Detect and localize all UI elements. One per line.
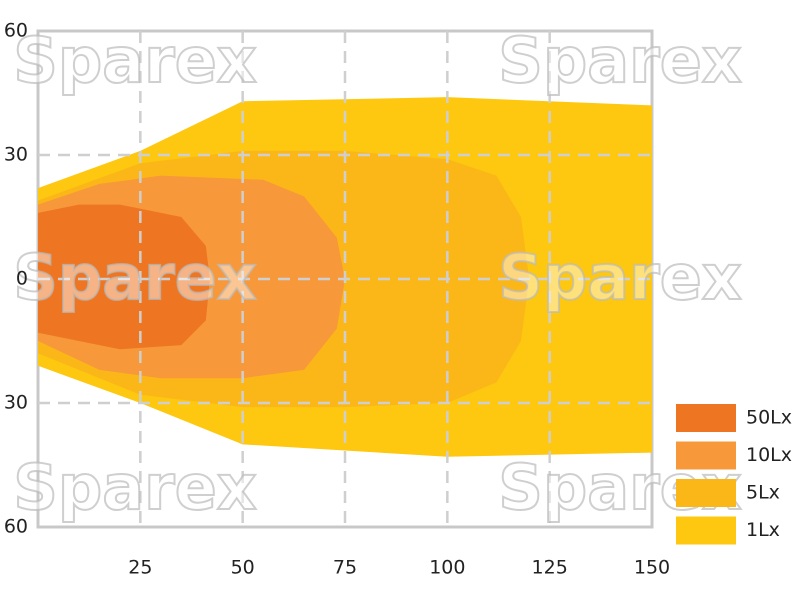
legend-swatch bbox=[676, 479, 736, 507]
legend-swatch bbox=[676, 441, 736, 470]
isolux-area bbox=[38, 204, 210, 350]
y-tick-label: 30 bbox=[4, 144, 28, 166]
watermark: Sparex bbox=[13, 24, 257, 97]
watermark: Sparex bbox=[13, 241, 257, 314]
y-tick-label: 60 bbox=[4, 20, 28, 42]
grid bbox=[38, 31, 652, 527]
legend-label: 1Lx bbox=[746, 519, 780, 541]
legend-swatch bbox=[676, 516, 736, 545]
legend-label: 50Lx bbox=[746, 407, 792, 429]
legend: 50Lx 10Lx 5Lx 1Lx bbox=[676, 404, 792, 545]
x-tick-label: 150 bbox=[634, 557, 670, 579]
x-tick-label: 100 bbox=[429, 557, 465, 579]
watermark: Sparex bbox=[13, 451, 257, 524]
x-tick-label: 75 bbox=[333, 557, 357, 579]
x-tick-label: 125 bbox=[532, 557, 568, 579]
watermark: Sparex bbox=[498, 24, 742, 97]
y-tick-label: 30 bbox=[4, 392, 28, 414]
y-tick-label: 0 bbox=[16, 268, 28, 290]
x-tick-label: 50 bbox=[231, 557, 255, 579]
x-tick-label: 25 bbox=[128, 557, 152, 579]
legend-label: 5Lx bbox=[746, 482, 780, 504]
y-tick-label: 60 bbox=[4, 516, 28, 538]
legend-swatch bbox=[676, 404, 736, 432]
axes: 60 30 0 30 60 25 50 75 100 125 150 bbox=[4, 20, 670, 579]
watermark: Sparex bbox=[498, 241, 742, 314]
legend-label: 10Lx bbox=[746, 444, 792, 466]
